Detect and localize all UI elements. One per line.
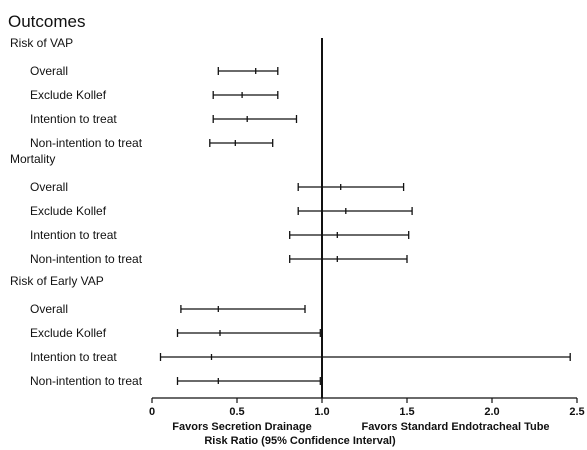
row-label: Intention to treat (30, 112, 117, 126)
favors-left-label: Favors Secretion Drainage (172, 421, 311, 433)
row-label: Exclude Kollef (30, 88, 107, 102)
x-tick-label: 0 (149, 406, 155, 418)
group-label: Risk of VAP (10, 36, 73, 50)
row-label: Non-intention to treat (30, 136, 143, 150)
row-label: Intention to treat (30, 228, 117, 242)
x-axis-ticks: 0 0.5 1.0 1.5 2.0 2.5 (149, 398, 585, 418)
favors-right-label: Favors Standard Endotracheal Tube (361, 421, 549, 433)
group-label: Mortality (10, 152, 55, 166)
row-label: Exclude Kollef (30, 204, 107, 218)
row-label: Overall (30, 64, 68, 78)
forest-rows: Risk of VAP Overall Exclude Kollef Intentio… (10, 36, 571, 388)
x-tick-label: 0.5 (229, 406, 244, 418)
row-label: Intention to treat (30, 350, 117, 364)
x-tick-label: 1.5 (399, 406, 414, 418)
row-label: Non-intention to treat (30, 252, 143, 266)
row-label: Exclude Kollef (30, 326, 107, 340)
chart-title: Outcomes (8, 12, 85, 31)
row-label: Overall (30, 180, 68, 194)
x-tick-label: 2.5 (569, 406, 584, 418)
x-tick-label: 2.0 (484, 406, 499, 418)
row-label: Non-intention to treat (30, 374, 143, 388)
row-label: Overall (30, 302, 68, 316)
x-axis-label: Risk Ratio (95% Confidence Interval) (204, 435, 396, 447)
group-label: Risk of Early VAP (10, 274, 104, 288)
x-tick-label: 1.0 (314, 406, 329, 418)
